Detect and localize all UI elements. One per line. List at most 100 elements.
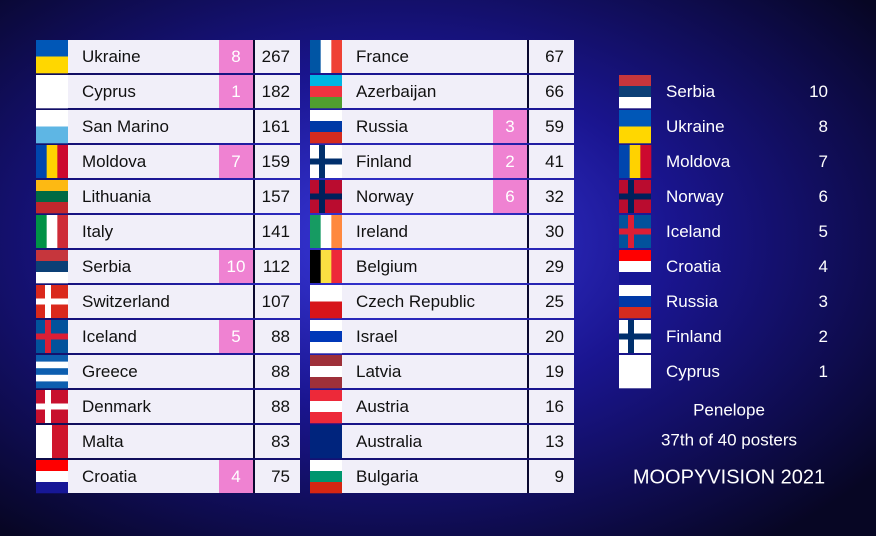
flag xyxy=(36,126,68,144)
flag xyxy=(619,261,651,273)
flag xyxy=(619,97,651,109)
country-name: San Marino xyxy=(82,117,169,136)
vote-points: 5 xyxy=(819,222,828,241)
flag xyxy=(619,250,651,262)
flag xyxy=(310,320,342,332)
points-box xyxy=(219,320,253,353)
flag xyxy=(36,368,68,376)
flag xyxy=(36,110,68,127)
country-name: Malta xyxy=(82,432,124,451)
total: 159 xyxy=(262,152,290,171)
flag xyxy=(36,75,68,109)
country-name: Cyprus xyxy=(82,82,136,101)
flag xyxy=(36,460,68,472)
points-box xyxy=(219,145,253,178)
row-bg xyxy=(342,110,574,143)
total: 112 xyxy=(263,257,290,276)
flag xyxy=(310,355,342,367)
flag xyxy=(57,145,69,178)
row-bg xyxy=(342,250,574,283)
country-name: Russia xyxy=(356,117,409,136)
row-bg xyxy=(342,145,574,178)
country-name: Ukraine xyxy=(82,47,141,66)
flag xyxy=(619,333,651,340)
vote-points: 1 xyxy=(819,362,828,381)
country-name: Austria xyxy=(356,397,409,416)
flag xyxy=(36,202,68,214)
flag xyxy=(310,158,342,165)
points-box xyxy=(219,40,253,73)
flag xyxy=(57,215,69,248)
country-name: Belgium xyxy=(356,257,417,276)
row-bg xyxy=(68,180,300,213)
flag xyxy=(36,374,68,382)
vote-country: Norway xyxy=(666,187,724,206)
total: 41 xyxy=(545,152,564,171)
vote-points: 6 xyxy=(819,187,828,206)
vote-points: 8 xyxy=(819,117,828,136)
flag xyxy=(619,145,630,178)
total: 88 xyxy=(271,362,290,381)
flag xyxy=(640,145,652,178)
flag xyxy=(310,40,321,73)
points: 6 xyxy=(505,187,514,206)
total: 32 xyxy=(545,187,564,206)
country-name: Greece xyxy=(82,362,138,381)
flag xyxy=(36,381,68,389)
row-bg xyxy=(68,460,300,493)
points-box xyxy=(493,180,527,213)
country-name: Moldova xyxy=(82,152,147,171)
country-name: Serbia xyxy=(82,257,132,276)
flag xyxy=(310,110,342,122)
vote-points: 4 xyxy=(819,257,828,276)
total: 9 xyxy=(555,467,564,486)
vote-points: 3 xyxy=(819,292,828,311)
flag xyxy=(310,460,342,472)
row-bg xyxy=(68,110,300,143)
vote-country: Russia xyxy=(666,292,719,311)
points: 5 xyxy=(231,327,240,346)
flag xyxy=(36,145,47,178)
row-bg xyxy=(342,75,574,108)
flag xyxy=(331,215,343,248)
points: 1 xyxy=(231,82,240,101)
flag xyxy=(310,75,342,87)
flag xyxy=(310,250,321,283)
brand: MOOPYVISION 2021 xyxy=(633,466,825,488)
flag xyxy=(36,180,68,192)
row-bg xyxy=(68,320,300,353)
row-bg xyxy=(68,145,300,178)
vote-country: Iceland xyxy=(666,222,721,241)
flag xyxy=(46,145,58,178)
total: 30 xyxy=(545,222,564,241)
flag xyxy=(310,193,342,200)
flag xyxy=(36,361,68,369)
flag xyxy=(310,132,342,144)
points: 8 xyxy=(231,47,240,66)
flag xyxy=(36,272,68,284)
country-name: Australia xyxy=(356,432,423,451)
row-bg xyxy=(68,40,300,73)
row-bg xyxy=(68,425,300,458)
flag xyxy=(36,56,68,74)
country-name: France xyxy=(356,47,409,66)
flag xyxy=(331,40,343,73)
flag xyxy=(36,261,68,273)
row-bg xyxy=(342,425,574,458)
flag xyxy=(619,355,651,389)
flag xyxy=(310,377,342,389)
country-name: Ireland xyxy=(356,222,408,241)
vote-points: 7 xyxy=(819,152,828,171)
flag xyxy=(36,355,68,362)
flag xyxy=(619,296,651,308)
country-name: Bulgaria xyxy=(356,467,419,486)
points-box xyxy=(493,110,527,143)
row-bg xyxy=(68,215,300,248)
points-box xyxy=(493,145,527,178)
flag xyxy=(320,40,332,73)
flag xyxy=(310,425,342,459)
flag xyxy=(310,482,342,494)
points: 7 xyxy=(231,152,240,171)
voter-rank: 37th of 40 posters xyxy=(661,430,797,449)
